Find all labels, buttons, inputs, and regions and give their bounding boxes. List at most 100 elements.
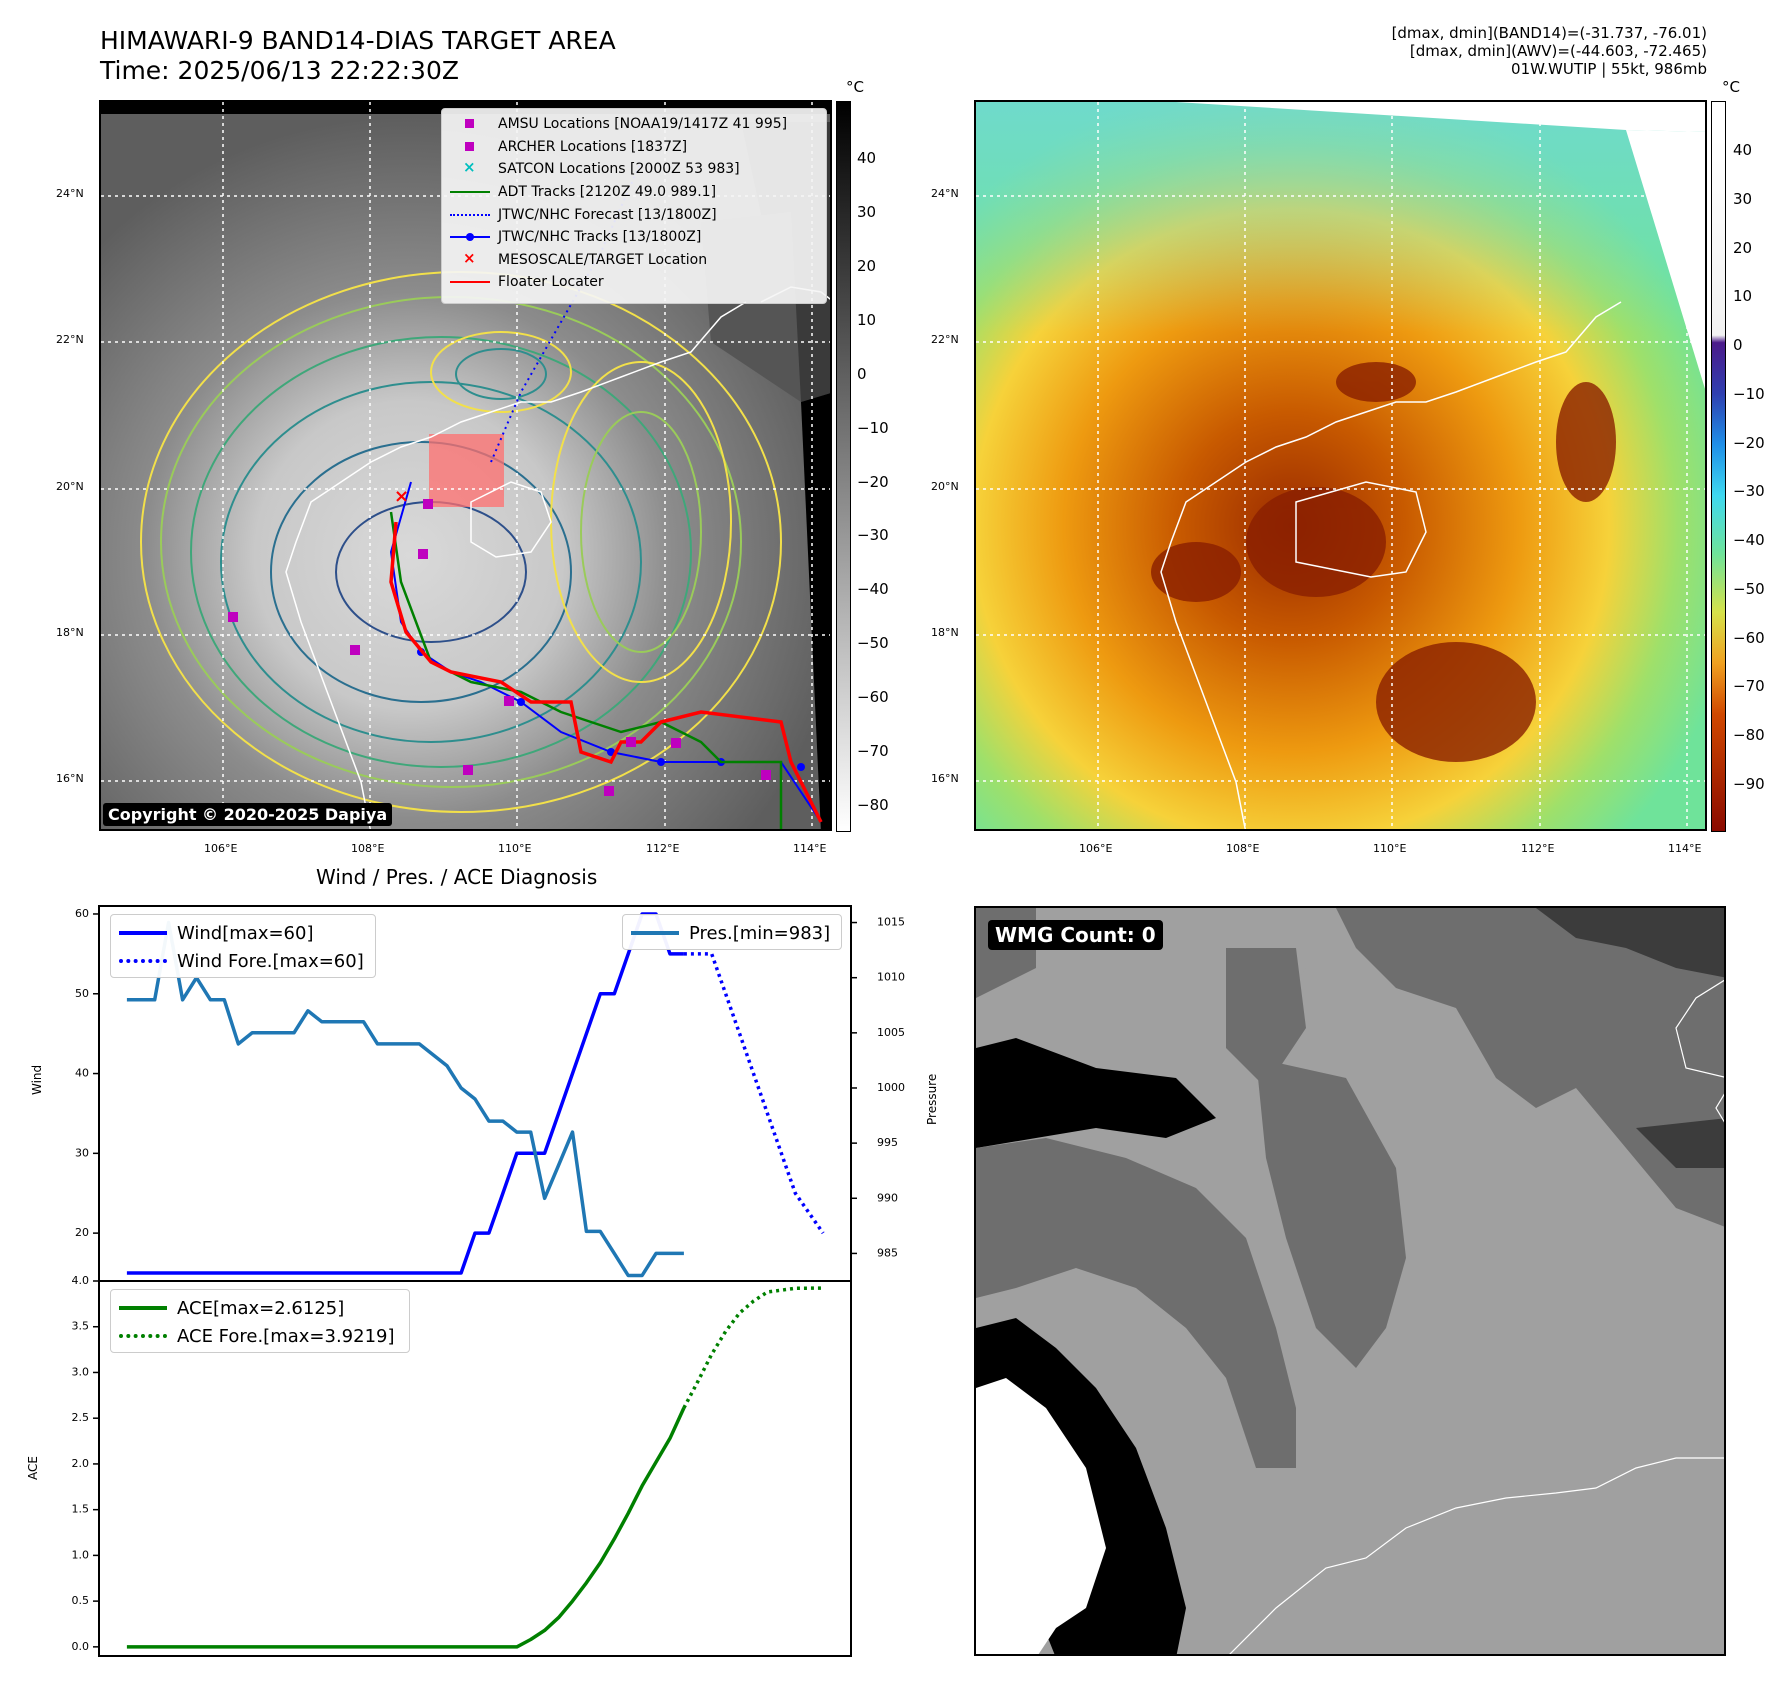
color-colorbar-tick-label: 20 xyxy=(1733,238,1753,257)
pressure-tick-label: 1005 xyxy=(877,1026,905,1039)
wmg-map-panel: WMG Count: 0 xyxy=(974,906,1726,1656)
legend-label: ACE Fore.[max=3.9219] xyxy=(177,1325,395,1347)
pressure-series-line xyxy=(126,920,684,1278)
legend-item-ace: ACE[max=2.6125] xyxy=(119,1294,401,1322)
pressure-tick-label: 1000 xyxy=(877,1081,905,1094)
lat-label-22n-right: 22°N xyxy=(931,333,959,346)
legend-item-mesoscale: × MESOSCALE/TARGET Location xyxy=(450,249,818,272)
awv-map-image xyxy=(976,102,1705,829)
legend-label: Wind Fore.[max=60] xyxy=(177,950,364,972)
legend-item-jtwc-tracks: JTWC/NHC Tracks [13/1800Z] xyxy=(450,226,818,249)
gray-colorbar-tick-label: −30 xyxy=(857,526,889,545)
lat-label-16n-right: 16°N xyxy=(931,772,959,785)
map-legend: AMSU Locations [NOAA19/1417Z 41 995] ARC… xyxy=(441,108,827,304)
awv-map-panel xyxy=(974,100,1707,831)
lon-label-114e: 114°E xyxy=(793,842,827,855)
lon-label-112e-right: 112°E xyxy=(1521,842,1555,855)
legend-item-adt: ADT Tracks [2120Z 49.0 989.1] xyxy=(450,181,818,204)
gray-colorbar xyxy=(836,101,851,832)
lat-label-18n: 18°N xyxy=(56,626,84,639)
color-colorbar-unit: °C xyxy=(1722,78,1740,96)
legend-symbol-x-icon: × xyxy=(463,248,476,267)
pressure-legend: Pres.[min=983] xyxy=(622,914,842,950)
ace-tick-label: 3.5 xyxy=(72,1320,90,1333)
figure-title-line2: Time: 2025/06/13 22:22:30Z xyxy=(100,56,459,85)
ace-legend: ACE[max=2.6125] ACE Fore.[max=3.9219] xyxy=(110,1289,410,1353)
gray-colorbar-unit: °C xyxy=(846,78,864,96)
legend-item-ace-forecast: ACE Fore.[max=3.9219] xyxy=(119,1322,401,1350)
wmg-map-image xyxy=(976,908,1724,1654)
color-colorbar-tick-label: −70 xyxy=(1733,677,1765,696)
lat-label-24n-right: 24°N xyxy=(931,187,959,200)
wind-axis-label: Wind xyxy=(30,1064,44,1095)
gray-colorbar-tick-label: −60 xyxy=(857,688,889,707)
legend-label: Floater Locater xyxy=(498,274,604,291)
ace-tick-label: 4.0 xyxy=(72,1274,90,1287)
color-colorbar-tick-label: 40 xyxy=(1733,141,1753,159)
legend-dotted-line-icon xyxy=(119,1334,167,1338)
gray-colorbar-tick-label: −50 xyxy=(857,634,889,653)
stats-storm: 01W.WUTIP | 55kt, 986mb xyxy=(1511,60,1707,78)
lat-label-22n: 22°N xyxy=(56,333,84,346)
color-colorbar-tick-label: −50 xyxy=(1733,579,1765,598)
lat-label-24n: 24°N xyxy=(56,187,84,200)
lon-label-106e: 106°E xyxy=(204,842,238,855)
ace-forecast-series-line xyxy=(682,1286,824,1409)
wind-series-line xyxy=(126,912,684,1275)
ace-series-line xyxy=(126,1407,686,1649)
ace-tick-label: 2.5 xyxy=(72,1411,90,1424)
color-colorbar-tick-label: −90 xyxy=(1733,775,1765,793)
ace-tick-label: 0.0 xyxy=(72,1640,90,1653)
color-colorbar-tick-label: 10 xyxy=(1733,287,1753,306)
wind-tick-label: 20 xyxy=(75,1226,89,1239)
legend-symbol-dotted-line-icon xyxy=(450,208,490,222)
color-colorbar-tick-label: −80 xyxy=(1733,726,1765,745)
legend-label: ARCHER Locations [1837Z] xyxy=(498,138,688,155)
wind-forecast-series-line xyxy=(683,952,825,1235)
gray-colorbar-tick-label: 40 xyxy=(857,149,877,167)
gray-colorbar-tick-label: 20 xyxy=(857,256,877,275)
legend-item-wind-forecast: Wind Fore.[max=60] xyxy=(119,947,367,975)
pressure-tick-label: 1015 xyxy=(877,916,905,929)
color-colorbar-tick-label: −10 xyxy=(1733,384,1765,403)
color-colorbar-tick-label: −40 xyxy=(1733,531,1765,550)
legend-symbol-line-dot-icon xyxy=(450,230,490,244)
legend-symbol-x-icon: × xyxy=(463,158,476,177)
color-colorbar-tick-label: −30 xyxy=(1733,482,1765,501)
gray-colorbar-tick-label: 30 xyxy=(857,202,877,221)
legend-label: MESOSCALE/TARGET Location xyxy=(498,251,708,268)
legend-item-archer: ARCHER Locations [1837Z] xyxy=(450,136,818,159)
ace-tick-label: 3.0 xyxy=(72,1365,90,1378)
gray-colorbar-tick-label: −70 xyxy=(857,742,889,761)
lat-label-20n-right: 20°N xyxy=(931,480,959,493)
color-colorbar-tick-label: −60 xyxy=(1733,628,1765,647)
wmg-count-badge: WMG Count: 0 xyxy=(988,920,1163,950)
legend-symbol-square-icon xyxy=(450,117,490,131)
lon-label-114e-right: 114°E xyxy=(1668,842,1702,855)
legend-item-pressure: Pres.[min=983] xyxy=(631,919,833,947)
legend-item-satcon: × SATCON Locations [2000Z 53 983] xyxy=(450,158,818,181)
lon-label-112e: 112°E xyxy=(646,842,680,855)
lon-label-110e-right: 110°E xyxy=(1373,842,1407,855)
legend-item-floater: Floater Locater xyxy=(450,271,818,294)
ir-map-panel: × Copyright © 2020-2025 Dapiya AMSU Loca… xyxy=(99,100,832,831)
figure-title: HIMAWARI-9 BAND14-DIAS TARGET AREA Time:… xyxy=(100,26,616,86)
pressure-tick-label: 990 xyxy=(877,1191,898,1204)
lon-label-108e: 108°E xyxy=(351,842,385,855)
stats-band14: [dmax, dmin](BAND14)=(-31.737, -76.01) xyxy=(1391,24,1707,42)
gray-colorbar-tick-label: −40 xyxy=(857,580,889,599)
legend-item-wind: Wind[max=60] xyxy=(119,919,367,947)
color-colorbar-tick-label: 0 xyxy=(1733,336,1743,355)
gray-colorbar-tick-label: 10 xyxy=(857,310,877,329)
lon-label-108e-right: 108°E xyxy=(1226,842,1260,855)
stats-block: [dmax, dmin](BAND14)=(-31.737, -76.01) [… xyxy=(1392,24,1707,78)
pressure-tick-label: 995 xyxy=(877,1136,898,1149)
ace-tick-label: 2.0 xyxy=(72,1457,90,1470)
legend-label: AMSU Locations [NOAA19/1417Z 41 995] xyxy=(498,116,788,133)
chart-title: Wind / Pres. / ACE Diagnosis xyxy=(316,865,598,889)
gray-colorbar-tick-label: −80 xyxy=(857,796,889,814)
ace-axis-label: ACE xyxy=(26,1456,40,1480)
legend-symbol-square-icon xyxy=(450,140,490,154)
legend-line-icon xyxy=(119,931,167,935)
